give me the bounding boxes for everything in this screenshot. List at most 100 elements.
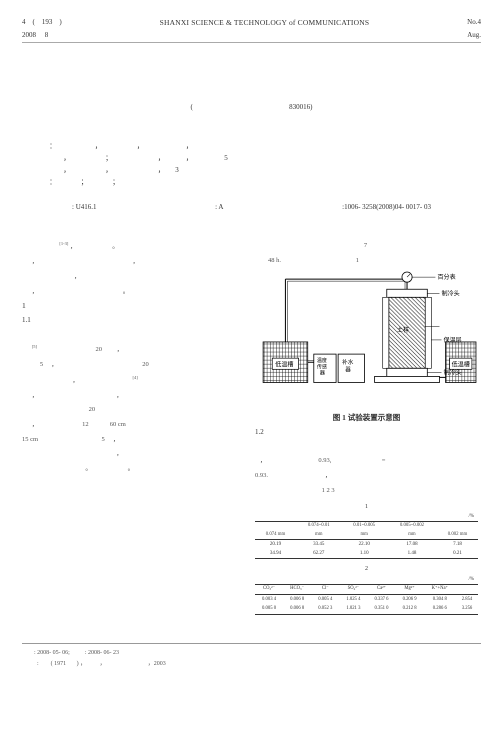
figure-1: 百分表 制冷头 土样 保温层 制冷头 低温槽 低温槽 温度 传感 器 补水 器 …: [255, 271, 478, 424]
abstract-row-3: ， ， ， 3: [30, 165, 473, 177]
abs-fragment: 5: [224, 154, 228, 162]
label-tempsensor-3: 器: [320, 370, 325, 376]
abs-fragment: ；: [81, 178, 88, 186]
td: 0.337 6: [367, 595, 395, 605]
abs-fragment: ，: [105, 166, 112, 174]
table-2-number: 2: [255, 565, 478, 573]
label-water-2: 器: [345, 366, 351, 373]
abs-fragment: ；: [105, 154, 112, 162]
article-sn: :1006- 3258(2008)04- 0017- 03: [342, 203, 431, 213]
page: 4 ( 193 ) SHANXI SCIENCE & TECHNOLOGY of…: [0, 0, 503, 688]
td: 1.48: [387, 549, 437, 559]
para: 15 cm 5 ，: [22, 434, 245, 446]
table-1-grid: 0.074~0.01 0.01~0.005 0.005~0.002 0.074 …: [255, 521, 478, 559]
abs-fragment: ，: [95, 142, 102, 150]
text-fragment: 48 h.: [268, 257, 281, 264]
abs-fragment: ，: [158, 166, 165, 174]
td: 0.286 6: [424, 605, 456, 615]
month-en: Aug.: [467, 31, 481, 41]
class-row: : U416.1 : A :1006- 3258(2008)04- 0017- …: [72, 203, 431, 213]
th: 0.01~0.005: [341, 521, 386, 530]
revised-date: : 2008- 06- 23: [85, 650, 119, 656]
figure-caption: 图 1 试验装置示意图: [255, 413, 478, 424]
text-fragment: ，: [116, 392, 123, 399]
para: 48 h. 1: [255, 255, 478, 267]
td: 1.10: [341, 549, 386, 559]
td: 3.256: [456, 605, 478, 615]
td: 0.21: [437, 549, 478, 559]
year: 2008: [22, 31, 36, 39]
text-fragment: ，: [32, 288, 39, 295]
footer-author: : ( 1971 ) ， ， ，2003: [22, 660, 481, 668]
td: 1.025 4: [339, 595, 367, 605]
doc-code: : A: [215, 203, 223, 213]
text-fragment: ，: [70, 244, 77, 251]
abs-fragment: ，: [158, 154, 165, 162]
issue-no: No.4: [467, 18, 481, 29]
aff-open: (: [191, 103, 193, 111]
td: 0.212 8: [396, 605, 424, 615]
th: 0.074~0.01: [296, 521, 341, 530]
td: 7.18: [437, 540, 478, 550]
td: 2.854: [456, 595, 478, 605]
issue-paren-close: ): [59, 18, 61, 26]
abs-fragment: ：: [49, 178, 56, 186]
ref-marker: [1-3]: [59, 241, 68, 246]
footer-dates: : 2008- 05- 06; : 2008- 06- 23: [22, 649, 481, 657]
text-fragment: 1: [356, 257, 359, 264]
para: [1-3] ， 。: [22, 240, 245, 253]
abstract: ： ， ， ， ， ；: [30, 141, 473, 189]
td: 33.45: [296, 540, 341, 550]
journal-title: SHANXI SCIENCE & TECHNOLOGY of COMMUNICA…: [160, 18, 370, 29]
abstract-row-4: ： ； ；: [30, 177, 473, 189]
text-fragment: ，: [133, 258, 140, 265]
table-2: 2 /% CO₃²⁻ HCO₃⁻ Cl⁻ SO₄²⁻ Ca²⁺ Mg²⁺ K⁺+…: [255, 565, 478, 615]
affiliation: ( 830016): [22, 103, 481, 113]
text-fragment: 5: [101, 436, 104, 443]
issue-total: 193: [42, 18, 53, 26]
text-fragment: ，: [32, 258, 39, 265]
th: Mg²⁺: [396, 584, 424, 595]
text-fragment: 1 2 3: [322, 487, 335, 494]
text-fragment: 20: [142, 361, 149, 368]
abs-fragment: ，: [186, 154, 193, 162]
para: ， 0.93, =: [255, 455, 478, 467]
label-dial: 百分表: [437, 273, 455, 281]
para: ， 。: [22, 286, 245, 298]
td: 0.206 9: [396, 595, 424, 605]
label-coldtank-left: 低温槽: [275, 360, 293, 368]
figure-svg: 百分表 制冷头 土样 保温层 制冷头 低温槽 低温槽 温度 传感 器 补水 器: [255, 271, 478, 408]
para: 20: [22, 404, 245, 416]
th: Cl⁻: [311, 584, 339, 595]
text-fragment: =: [382, 457, 386, 464]
table-2-grid: CO₃²⁻ HCO₃⁻ Cl⁻ SO₄²⁻ Ca²⁺ Mg²⁺ K⁺+Na⁺ 0…: [255, 584, 478, 616]
td: 34.94: [255, 549, 296, 559]
para: ， 12 60 cm: [22, 419, 245, 431]
label-water: 补水: [342, 358, 354, 366]
author-sep: ) ，: [77, 661, 87, 667]
para: 0.93. ，: [255, 470, 478, 482]
text-fragment: 0.93,: [318, 457, 331, 464]
abs-fragment: ，: [63, 154, 70, 162]
footer: : 2008- 05- 06; : 2008- 06- 23 : ( 1971 …: [22, 643, 481, 668]
abs-fragment: ，: [137, 142, 144, 150]
text-fragment: 15 cm: [22, 436, 38, 443]
para: ， ，: [22, 256, 245, 268]
text-fragment: 7: [364, 242, 367, 249]
header-row-1: 4 ( 193 ) SHANXI SCIENCE & TECHNOLOGY of…: [22, 18, 481, 29]
section-1: 1: [22, 301, 245, 312]
column-left: [1-3] ， 。 ， ，: [22, 240, 245, 615]
th: 0.002 mm: [437, 531, 478, 540]
td: 62.27: [296, 549, 341, 559]
td: 0.003 4: [255, 595, 283, 605]
text-fragment: ，: [32, 421, 39, 428]
td: 20.19: [255, 540, 296, 550]
abs-fragment: ，: [63, 166, 70, 174]
th: K⁺+Na⁺: [424, 584, 456, 595]
label-coldhead-bot: 制冷头: [444, 368, 462, 376]
text-fragment: 。: [85, 465, 92, 472]
received-date: : 2008- 05- 06;: [34, 650, 70, 656]
abs-fragment: ：: [49, 142, 56, 150]
para: 7: [255, 240, 478, 252]
td: 17.08: [387, 540, 437, 550]
